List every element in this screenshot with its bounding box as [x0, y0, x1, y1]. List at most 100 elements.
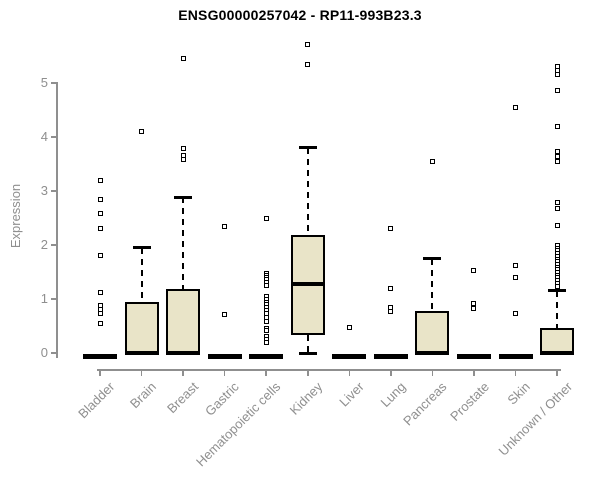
outlier-marker: [554, 205, 560, 211]
upper-whisker: [182, 197, 185, 290]
outlier-marker: [388, 304, 394, 310]
upper-whisker-cap: [423, 257, 442, 260]
outlier-marker: [97, 211, 103, 217]
outlier-marker: [305, 61, 311, 67]
y-axis-tick: [50, 298, 57, 300]
flat-box: [332, 354, 367, 359]
outlier-marker: [513, 311, 518, 317]
x-axis-tick: [223, 369, 226, 376]
outlier-marker: [139, 129, 145, 135]
median-line: [290, 282, 325, 287]
y-axis-line: [56, 82, 58, 358]
outlier-marker: [222, 311, 228, 317]
outlier-marker: [263, 318, 269, 324]
median-line: [124, 351, 159, 355]
upper-whisker: [306, 147, 309, 236]
outlier-marker: [97, 320, 103, 326]
outlier-marker: [554, 71, 560, 77]
x-tick-label: Breast: [163, 379, 201, 417]
y-axis-tick: [50, 352, 57, 354]
upper-whisker-cap: [174, 195, 193, 199]
outlier-marker: [263, 340, 269, 346]
outlier-marker: [97, 196, 103, 202]
x-axis-tick: [307, 369, 309, 376]
x-tick-label: Lung: [377, 379, 409, 411]
outlier-marker: [554, 149, 560, 155]
median-line: [415, 351, 450, 355]
outlier-marker: [180, 146, 186, 152]
outlier-marker: [554, 283, 560, 289]
outlier-marker: [305, 41, 311, 47]
upper-whisker: [140, 247, 143, 302]
outlier-marker: [97, 290, 103, 296]
x-tick-label: Skin: [504, 379, 534, 408]
x-axis-tick: [431, 369, 434, 376]
flat-box: [249, 354, 284, 359]
outlier-marker: [513, 275, 518, 281]
flat-box: [456, 354, 491, 359]
outlier-marker: [263, 283, 269, 288]
x-axis-tick: [556, 369, 558, 376]
x-tick-label: Liver: [336, 379, 367, 410]
y-tick-label: 0: [40, 345, 48, 360]
median-line: [540, 351, 575, 355]
lower-whisker-cap: [298, 352, 317, 355]
box-iqr: [124, 301, 159, 353]
y-tick-label: 2: [40, 237, 48, 252]
outlier-marker: [554, 200, 560, 206]
y-tick-label: 5: [40, 75, 48, 90]
box-iqr: [166, 289, 201, 353]
upper-whisker-cap: [548, 289, 567, 293]
outlier-marker: [97, 177, 103, 183]
outlier-marker: [554, 123, 560, 129]
y-axis-tick: [50, 190, 57, 192]
x-axis-tick: [514, 369, 517, 376]
box-iqr: [415, 310, 450, 353]
outlier-marker: [346, 325, 352, 331]
upper-whisker: [556, 290, 559, 329]
outlier-marker: [513, 263, 518, 269]
box-iqr: [540, 328, 575, 353]
outlier-marker: [180, 56, 186, 62]
x-tick-label: Prostate: [446, 379, 492, 424]
y-tick-label: 3: [40, 183, 48, 198]
outlier-marker: [554, 222, 560, 228]
x-axis-tick: [140, 369, 143, 376]
outlier-marker: [554, 87, 560, 93]
outlier-marker: [263, 215, 269, 221]
upper-whisker: [431, 258, 434, 311]
x-axis-tick: [348, 369, 351, 376]
outlier-marker: [263, 310, 269, 316]
outlier-marker: [263, 328, 269, 334]
outlier-marker: [513, 104, 518, 110]
y-axis-tick: [50, 82, 57, 84]
x-axis-tick: [390, 369, 392, 376]
outlier-marker: [554, 158, 560, 164]
outlier-marker: [471, 268, 477, 274]
x-tick-label: Pancreas: [400, 379, 451, 429]
outlier-marker: [97, 226, 103, 232]
x-tick-label: Kidney: [286, 379, 326, 418]
flat-box: [373, 354, 408, 359]
outlier-marker: [429, 158, 435, 164]
chart-title: ENSG00000257042 - RP11-993B23.3: [178, 7, 422, 23]
flat-box: [83, 354, 117, 359]
outlier-marker: [222, 223, 228, 229]
x-tick-label: Unknown / Other: [495, 379, 575, 459]
x-axis-tick: [265, 369, 267, 376]
lower-whisker: [306, 335, 309, 353]
outlier-marker: [97, 253, 103, 259]
x-tick-label: Brain: [127, 379, 160, 412]
outlier-marker: [97, 311, 103, 317]
outlier-marker: [388, 285, 394, 291]
flat-box: [498, 354, 533, 359]
upper-whisker-cap: [298, 146, 317, 150]
outlier-marker: [388, 226, 394, 232]
x-tick-label: Gastric: [202, 379, 243, 419]
x-axis-tick: [182, 369, 184, 376]
outlier-marker: [180, 157, 186, 163]
x-axis-line: [97, 369, 561, 371]
x-axis-tick: [99, 369, 101, 376]
